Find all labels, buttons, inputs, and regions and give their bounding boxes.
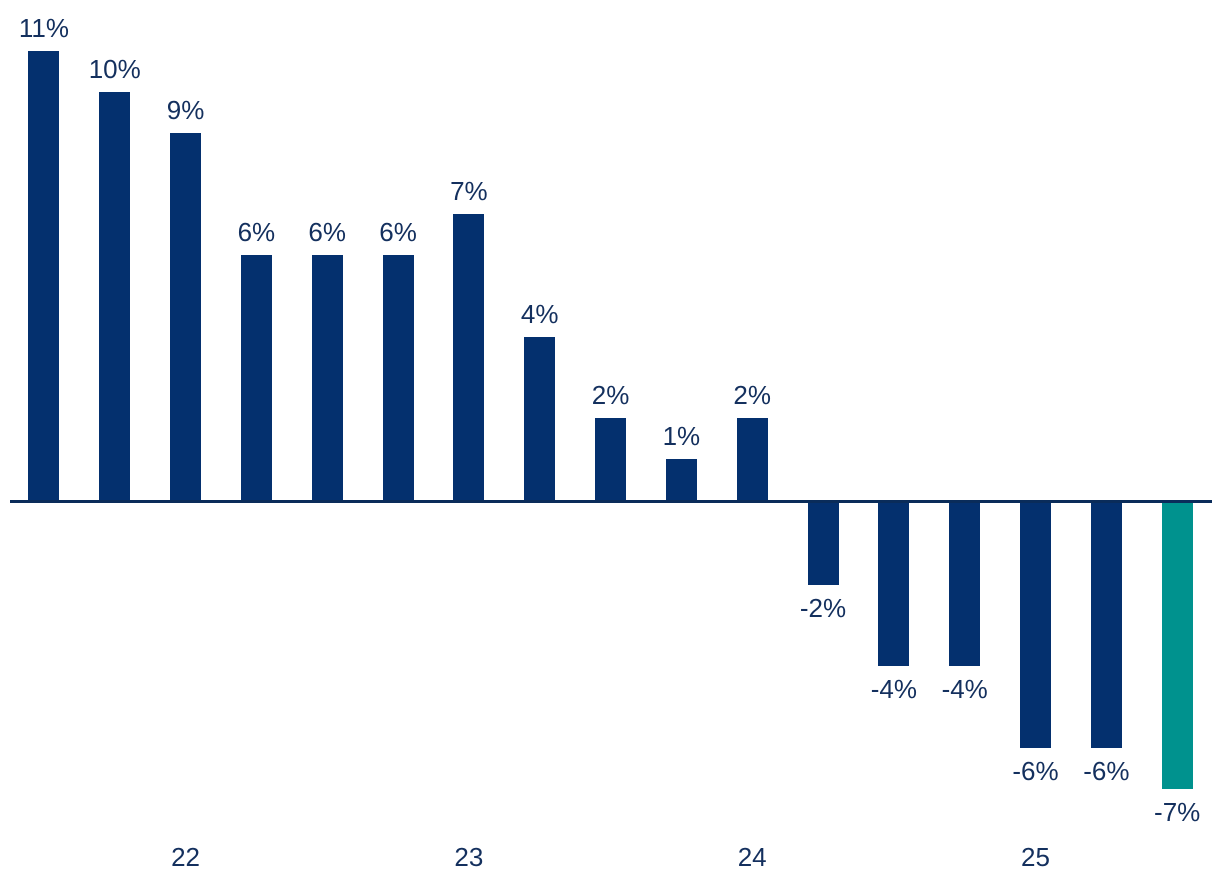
bar <box>595 418 627 500</box>
bar-value-label: 6% <box>308 217 346 248</box>
bar <box>1020 503 1052 748</box>
bar-value-label: 1% <box>662 421 701 452</box>
bar <box>949 503 981 667</box>
bar <box>99 92 131 500</box>
bar-value-label: -6% <box>1083 755 1130 786</box>
x-axis-year-label: 25 <box>1021 842 1050 872</box>
bar-value-label: -4% <box>941 674 988 705</box>
bar-value-label: 2% <box>591 380 630 411</box>
bar <box>453 214 485 500</box>
bar-value-label: 10% <box>88 54 141 84</box>
bar-value-label: -7% <box>1154 796 1201 827</box>
bar <box>28 51 60 500</box>
bar <box>807 503 839 585</box>
bar-value-label: 7% <box>450 176 488 207</box>
bar-value-label: 6% <box>379 217 417 248</box>
bar <box>382 255 414 500</box>
bar-value-label: -6% <box>1012 755 1059 786</box>
x-axis-year-label: 22 <box>171 842 200 872</box>
zero-axis-line <box>10 500 1212 503</box>
x-axis-year-label: 23 <box>454 842 484 872</box>
bar <box>665 459 697 500</box>
bar <box>736 418 768 500</box>
bar-value-label: 6% <box>237 217 276 248</box>
bar-highlighted <box>1161 503 1193 789</box>
bar <box>524 336 556 500</box>
bar-value-label: -4% <box>870 674 917 705</box>
x-axis-year-label: 24 <box>737 842 767 872</box>
bar-value-label: -2% <box>799 592 847 623</box>
bar <box>878 503 910 667</box>
bar-value-label: 4% <box>520 298 559 329</box>
bar-value-label: 11% <box>18 13 69 44</box>
bar-value-label: 2% <box>733 380 771 411</box>
bar <box>170 132 202 500</box>
bar <box>1090 503 1122 748</box>
bar-value-label: 9% <box>166 94 205 125</box>
bar <box>311 255 343 500</box>
bar <box>240 255 272 500</box>
